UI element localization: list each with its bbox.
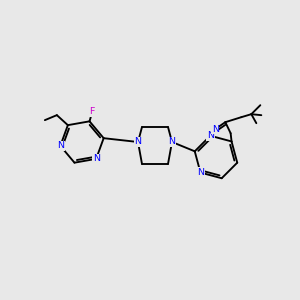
Text: N: N — [57, 141, 64, 150]
Text: F: F — [89, 107, 94, 116]
Text: N: N — [93, 154, 100, 164]
Text: N: N — [134, 137, 142, 146]
Text: N: N — [207, 131, 214, 140]
Text: N: N — [212, 124, 219, 134]
Text: N: N — [197, 168, 204, 177]
Text: N: N — [169, 137, 176, 146]
